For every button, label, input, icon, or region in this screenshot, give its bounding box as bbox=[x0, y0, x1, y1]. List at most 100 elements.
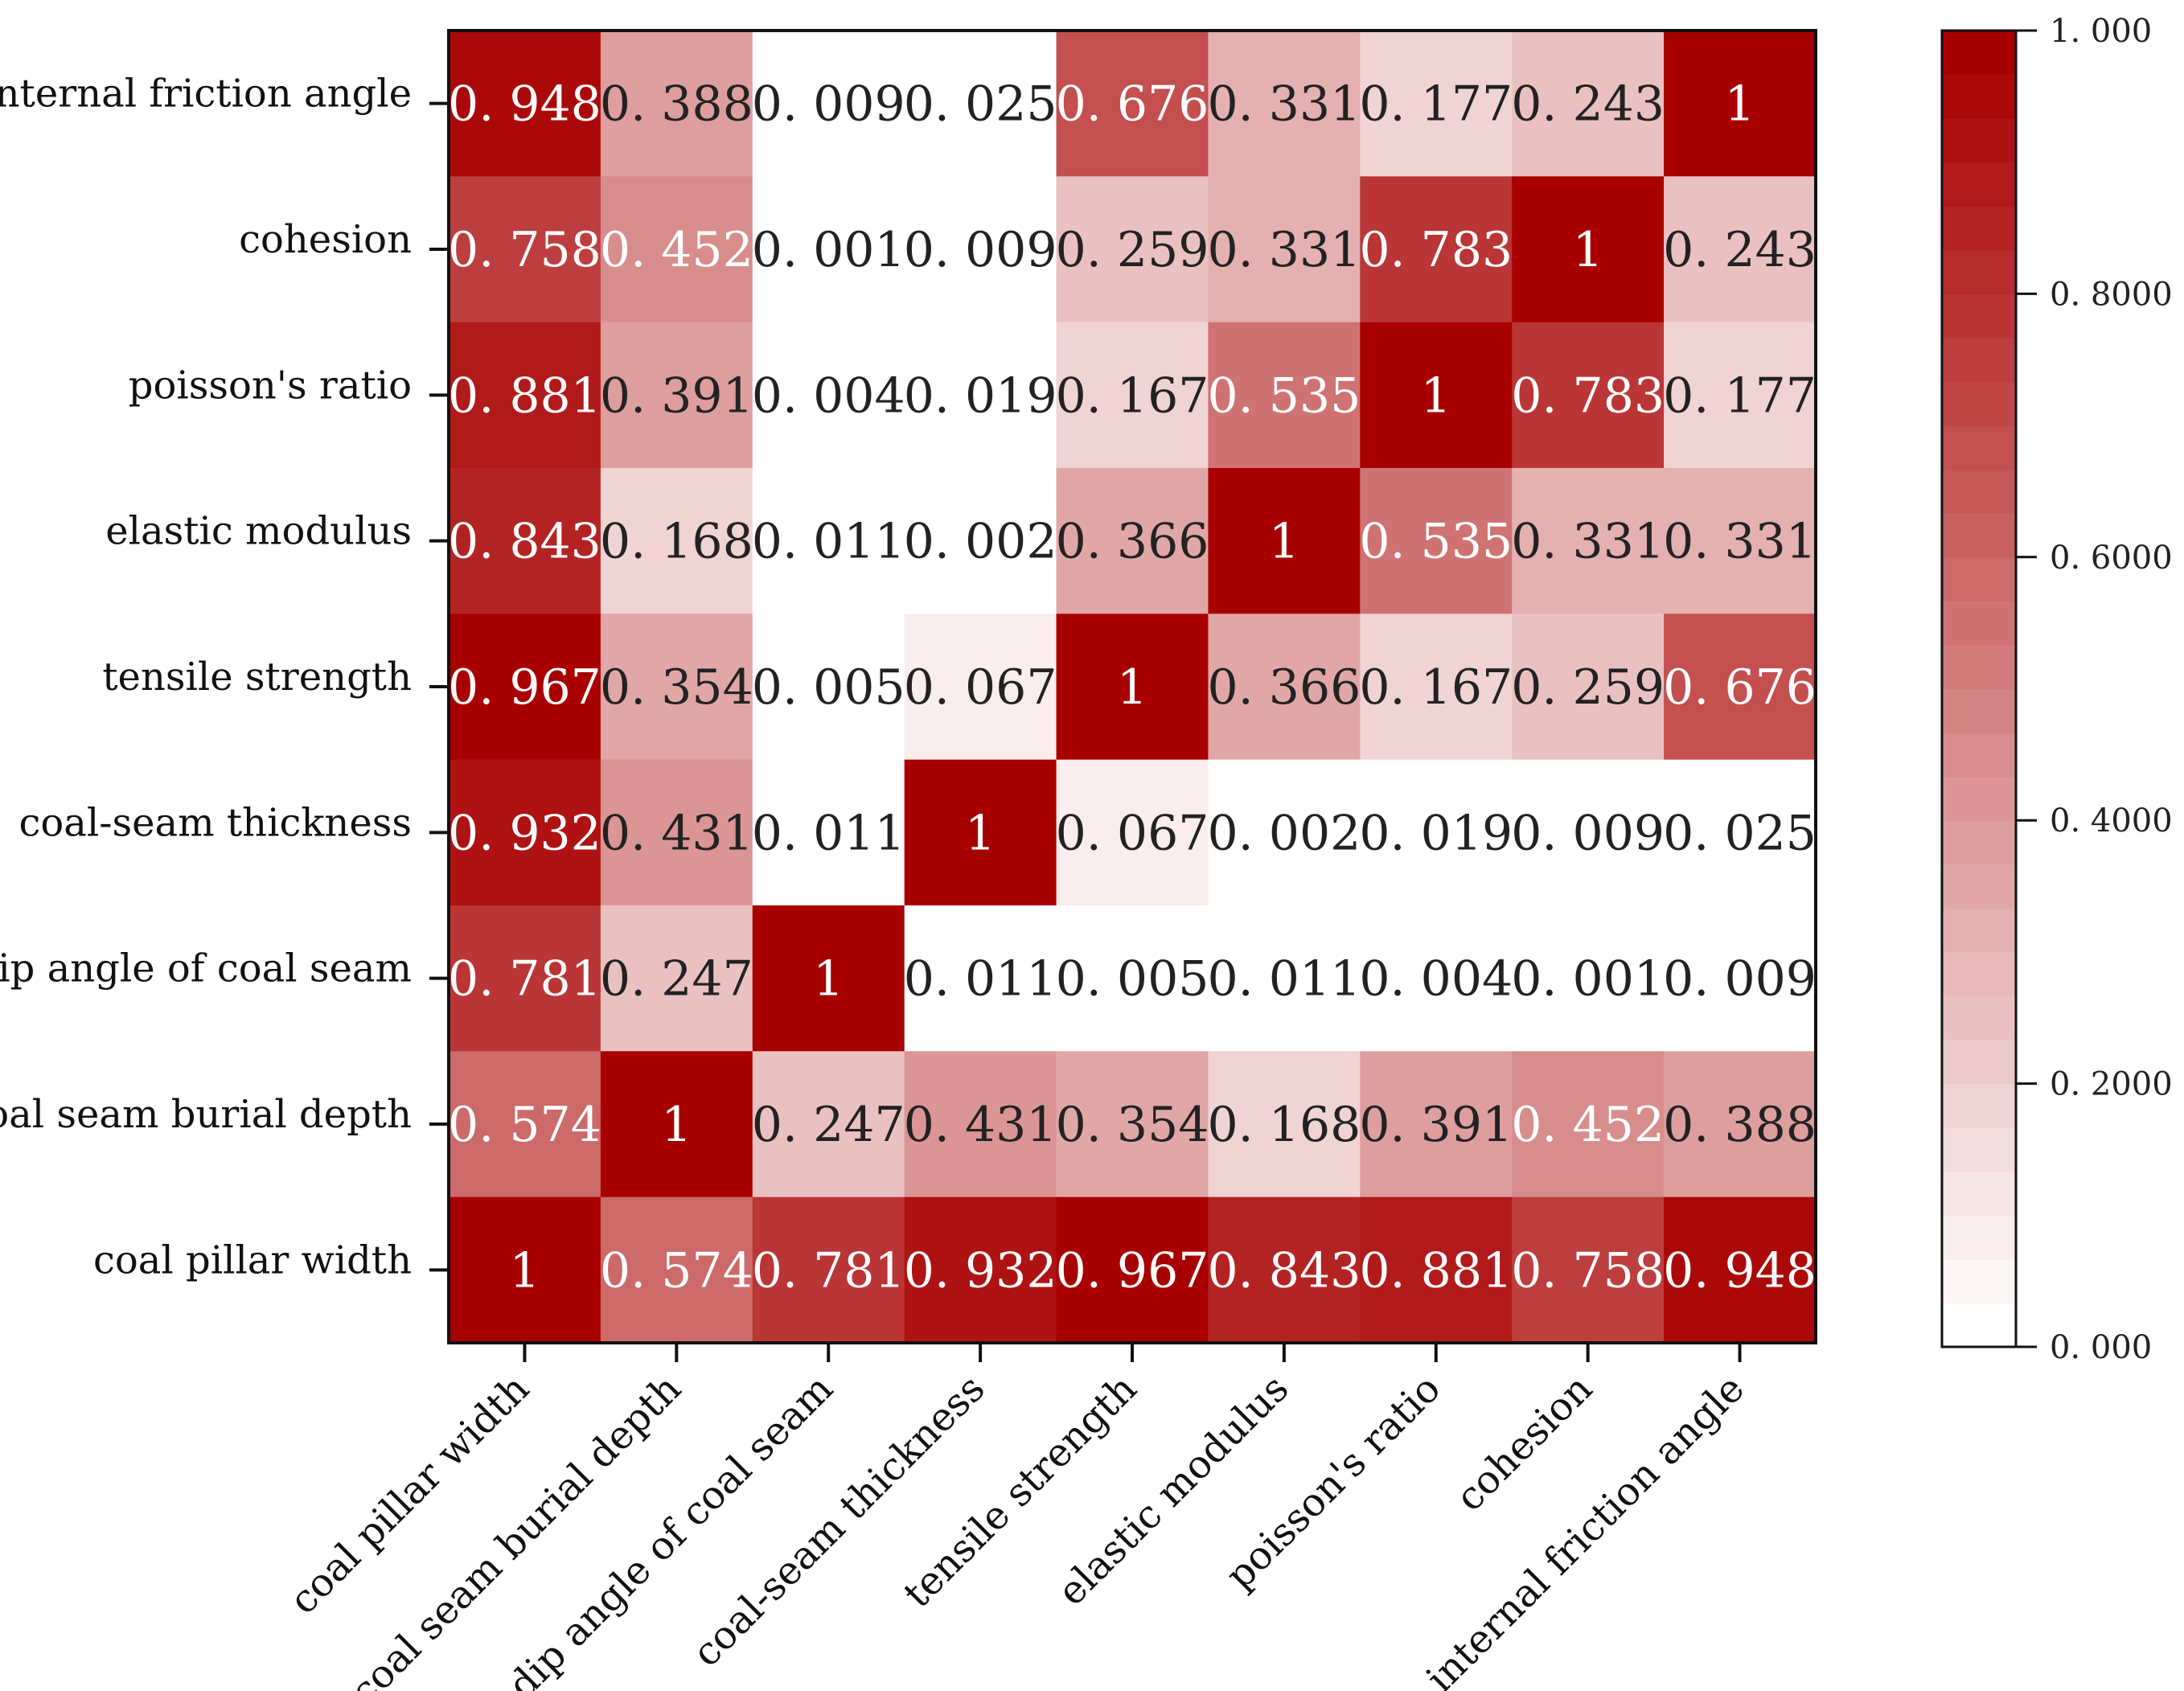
heatmap-cell bbox=[1512, 905, 1665, 1052]
cell-value-label: 0. 331 bbox=[1207, 76, 1361, 133]
y-tick-label: tensile strength bbox=[102, 655, 412, 700]
y-tick-label: coal-seam thickness bbox=[18, 800, 412, 845]
colorbar-segment bbox=[1942, 249, 2016, 294]
heatmap-cell bbox=[1512, 1196, 1665, 1344]
colorbar-segment bbox=[1942, 995, 2016, 1040]
heatmap-cell bbox=[1512, 31, 1665, 177]
cell-value-label: 0. 011 bbox=[1207, 951, 1361, 1008]
cell-value-label: 0. 005 bbox=[752, 659, 905, 716]
heatmap-cell bbox=[600, 322, 753, 469]
heatmap-cell bbox=[1664, 468, 1817, 614]
y-tick-label: internal friction angle bbox=[0, 72, 412, 117]
colorbar-segment bbox=[1942, 688, 2016, 733]
heatmap-cell bbox=[1512, 614, 1665, 761]
cell-value-label: 0. 452 bbox=[1511, 1097, 1665, 1153]
colorbar-segment bbox=[1942, 733, 2016, 778]
cell-value-label: 0. 948 bbox=[448, 76, 601, 133]
colorbar-segment bbox=[1942, 381, 2016, 426]
cell-value-label: 0. 758 bbox=[1511, 1242, 1665, 1299]
cell-value-label: 0. 009 bbox=[1511, 805, 1665, 861]
cell-value-label: 0. 331 bbox=[1207, 222, 1361, 278]
cell-value-label: 0. 177 bbox=[1663, 367, 1817, 424]
heatmap-cell bbox=[1056, 759, 1209, 906]
heatmap-cell bbox=[904, 176, 1057, 323]
colorbar-segment bbox=[1942, 644, 2016, 690]
colorbar-segment bbox=[1942, 1258, 2016, 1304]
colorbar-tick-label: 0. 000 bbox=[2050, 1329, 2152, 1366]
heatmap-cell bbox=[1664, 905, 1817, 1052]
colorbar-tick-label: 0. 6000 bbox=[2050, 540, 2173, 577]
colorbar-segment bbox=[1942, 908, 2016, 953]
cell-value-label: 0. 167 bbox=[1359, 659, 1513, 716]
heatmap-cell bbox=[1208, 1051, 1361, 1198]
cell-value-label: 0. 168 bbox=[1207, 1097, 1361, 1153]
cell-value-label: 0. 067 bbox=[1056, 805, 1209, 861]
cell-value-label: 0. 881 bbox=[448, 367, 601, 424]
cell-value-label: 0. 843 bbox=[448, 514, 601, 570]
heatmap-cell bbox=[1360, 759, 1513, 906]
cell-value-label: 0. 009 bbox=[752, 76, 905, 133]
colorbar-segment bbox=[1942, 31, 2016, 76]
heatmap-cell bbox=[1512, 759, 1665, 906]
cell-value-label: 0. 391 bbox=[600, 367, 753, 424]
heatmap-cell bbox=[1664, 1051, 1817, 1198]
cell-value-label: 1 bbox=[1269, 514, 1299, 570]
cell-value-label: 1 bbox=[965, 805, 996, 861]
heatmap-cell bbox=[1664, 322, 1817, 469]
cell-value-label: 0. 881 bbox=[1359, 1242, 1513, 1299]
colorbar-segment bbox=[1942, 337, 2016, 383]
cell-value-label: 0. 001 bbox=[752, 222, 905, 278]
heatmap-cell bbox=[752, 468, 905, 614]
cell-value-label: 0. 574 bbox=[600, 1242, 753, 1299]
heatmap-cell bbox=[752, 1196, 905, 1344]
y-tick-label: poisson's ratio bbox=[129, 363, 412, 408]
heatmap-cell bbox=[1360, 1196, 1513, 1344]
cell-value-label: 0. 783 bbox=[1511, 367, 1665, 424]
heatmap-cell bbox=[449, 1051, 601, 1198]
cell-value-label: 0. 781 bbox=[752, 1242, 905, 1299]
heatmap-cell bbox=[600, 468, 753, 614]
cell-value-label: 0. 259 bbox=[1056, 222, 1209, 278]
colorbar-segment bbox=[1942, 74, 2016, 119]
heatmap-cell bbox=[449, 31, 601, 177]
cell-value-label: 0. 932 bbox=[904, 1242, 1057, 1299]
y-axis: internal friction angle cohesion poisson's… bbox=[0, 72, 449, 1283]
colorbar: 1. 000 0. 8000 0. 6000 0. 4000 0. 2000 0. 000 bbox=[1940, 13, 2173, 1366]
cell-value-label: 0. 366 bbox=[1207, 659, 1361, 716]
heatmap-cell bbox=[600, 1051, 753, 1198]
heatmap-cell bbox=[600, 614, 753, 761]
colorbar-segment bbox=[1942, 1215, 2016, 1260]
cell-value-label: 0. 001 bbox=[1511, 951, 1665, 1008]
cell-value-label: 0. 354 bbox=[600, 659, 753, 716]
cell-value-label: 0. 967 bbox=[448, 659, 601, 716]
heatmap-cell bbox=[1208, 614, 1361, 761]
colorbar-tick-label: 0. 2000 bbox=[2050, 1066, 2173, 1103]
cell-value-label: 1 bbox=[661, 1097, 692, 1153]
cell-value-label: 0. 004 bbox=[1359, 951, 1513, 1008]
heatmap-cell bbox=[1056, 322, 1209, 469]
heatmap-cell bbox=[752, 614, 905, 761]
heatmap-cell bbox=[449, 905, 601, 1052]
y-tick-label: elastic modulus bbox=[105, 509, 412, 554]
colorbar-frame bbox=[1940, 29, 2018, 1348]
heatmap-cell bbox=[752, 1051, 905, 1198]
heatmap-cell bbox=[904, 468, 1057, 614]
cell-value-label: 0. 535 bbox=[1359, 514, 1513, 570]
cell-value-label: 0. 843 bbox=[1207, 1242, 1361, 1299]
cell-value-label: 0. 067 bbox=[904, 659, 1057, 716]
heatmap-cell bbox=[1664, 176, 1817, 323]
cell-value-label: 0. 932 bbox=[448, 805, 601, 861]
colorbar-segment bbox=[1942, 513, 2016, 558]
heatmap-cell bbox=[1664, 614, 1817, 761]
cell-value-label: 0. 948 bbox=[1663, 1242, 1817, 1299]
heatmap-cell bbox=[904, 759, 1057, 906]
heatmap-cell bbox=[1056, 614, 1209, 761]
cell-value-label: 0. 025 bbox=[1663, 805, 1817, 861]
heatmap-cell bbox=[1512, 1051, 1665, 1198]
cell-value-label: 0. 452 bbox=[600, 222, 753, 278]
cell-value-label: 0. 676 bbox=[1056, 76, 1209, 133]
heatmap-cell bbox=[1512, 468, 1665, 614]
cell-value-label: 0. 247 bbox=[752, 1097, 905, 1153]
colorbar-segment bbox=[1942, 425, 2016, 470]
